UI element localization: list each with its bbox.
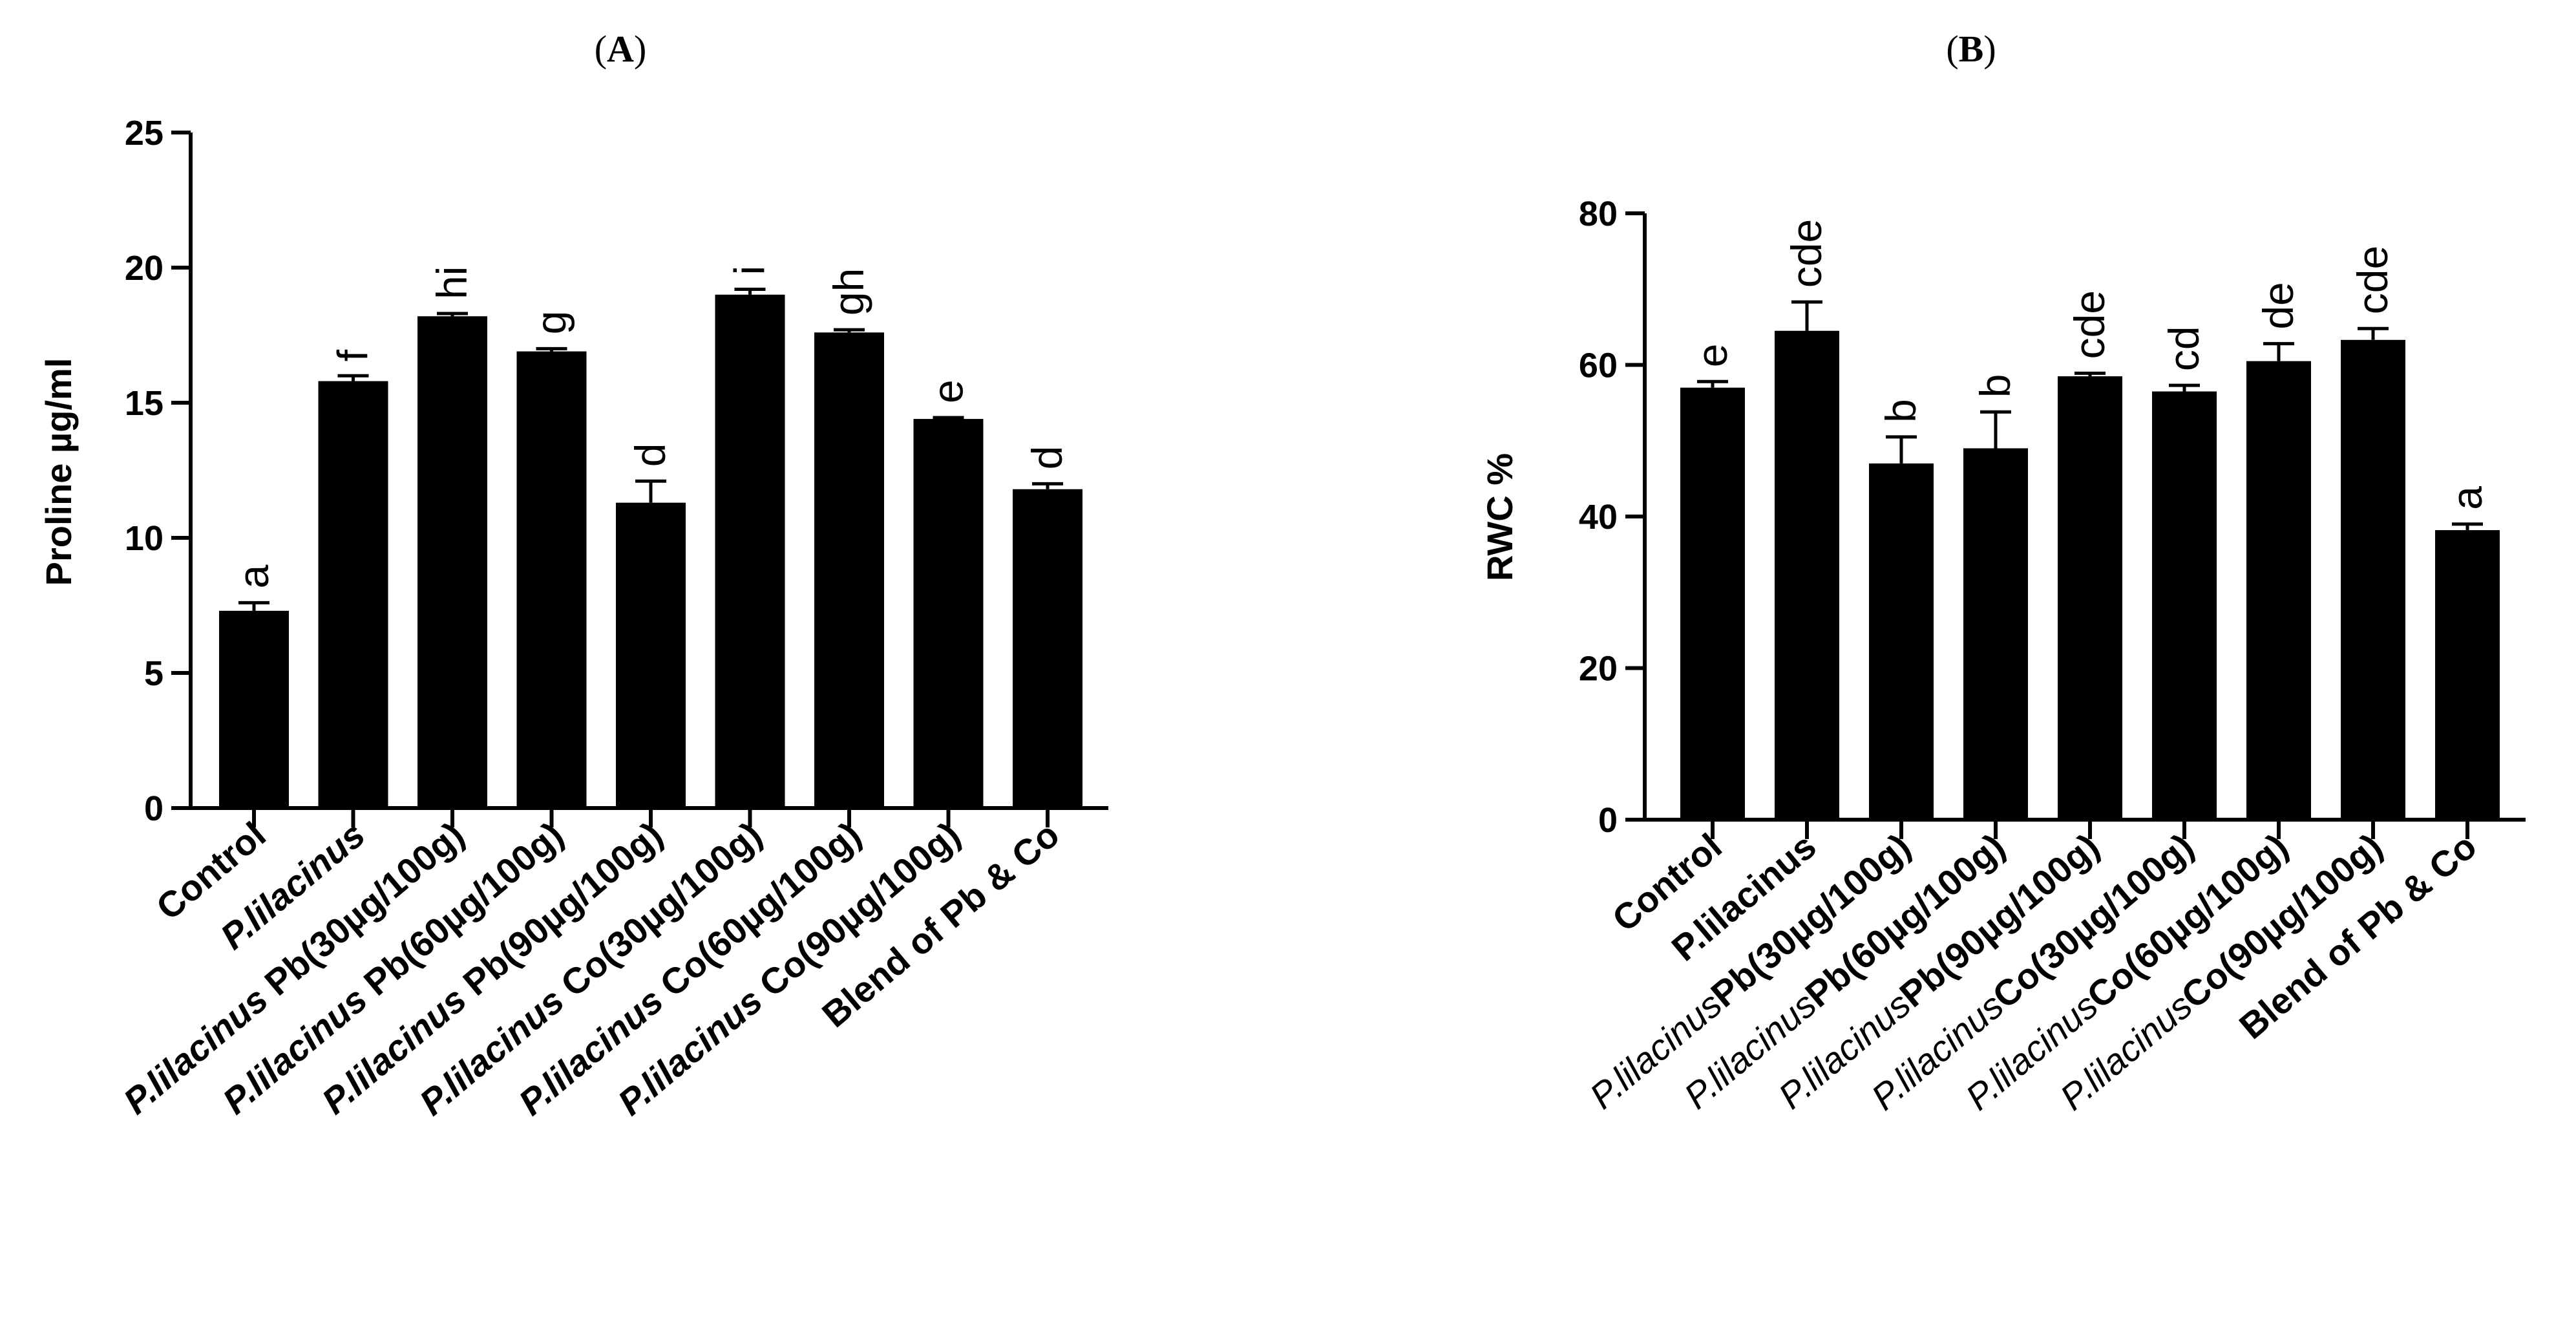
bar [616, 502, 686, 808]
significance-letter: e [924, 379, 972, 403]
significance-letter: d [626, 443, 674, 467]
bar [417, 316, 487, 808]
panel-label-close: ) [634, 28, 646, 70]
significance-letter: a [229, 564, 277, 588]
bar [2341, 339, 2405, 820]
panel-label-open: ( [595, 28, 607, 70]
bar [913, 419, 984, 808]
panel-label: (B) [1946, 28, 1996, 70]
significance-letter: cde [2065, 290, 2113, 359]
bar [2058, 376, 2122, 820]
y-axis-label: RWC % [1479, 453, 1520, 581]
panel-label-open: ( [1946, 28, 1958, 70]
panel-label-close: ) [1983, 28, 1996, 70]
significance-letter: f [329, 349, 377, 361]
y-tick-label: 0 [144, 789, 164, 828]
significance-letter: i [726, 266, 774, 275]
bar [1963, 448, 2028, 820]
significance-letter: g [527, 311, 575, 335]
bar [1869, 463, 1934, 820]
bar [318, 381, 388, 808]
y-tick-label: 60 [1579, 346, 1618, 385]
bar [1775, 330, 1839, 820]
y-tick-label: 40 [1579, 498, 1618, 537]
y-tick-label: 80 [1579, 195, 1618, 233]
y-tick-label: 5 [144, 654, 164, 693]
y-axis-label: Proline µg/ml [38, 358, 79, 586]
significance-letter: b [1877, 399, 1925, 423]
significance-letter: cde [2349, 246, 2396, 314]
panel-label-letter: B [1959, 28, 1984, 70]
bar [516, 351, 587, 808]
bar [1013, 489, 1082, 808]
y-tick-label: 10 [125, 519, 164, 558]
bar [219, 610, 289, 808]
significance-letter: cde [1782, 219, 1830, 288]
significance-letter: b [1971, 374, 2019, 398]
y-tick-label: 20 [1579, 650, 1618, 688]
significance-letter: d [1023, 446, 1071, 470]
bar [715, 294, 785, 808]
panel-label: (A) [595, 28, 647, 70]
y-tick-label: 0 [1598, 801, 1618, 840]
y-tick-label: 20 [125, 249, 164, 288]
bar [2435, 530, 2500, 820]
y-tick-label: 25 [125, 114, 164, 153]
bar [814, 332, 884, 808]
significance-letter: de [2254, 282, 2302, 329]
significance-letter: gh [825, 268, 872, 315]
bar [1680, 387, 1745, 820]
significance-letter: e [1688, 344, 1736, 368]
bar [2152, 391, 2217, 820]
panel-label-letter: A [607, 28, 634, 70]
y-tick-label: 15 [125, 384, 164, 423]
significance-letter: hi [428, 266, 476, 299]
significance-letter: a [2443, 486, 2491, 510]
significance-letter: cd [2160, 326, 2208, 371]
bar [2246, 361, 2311, 820]
